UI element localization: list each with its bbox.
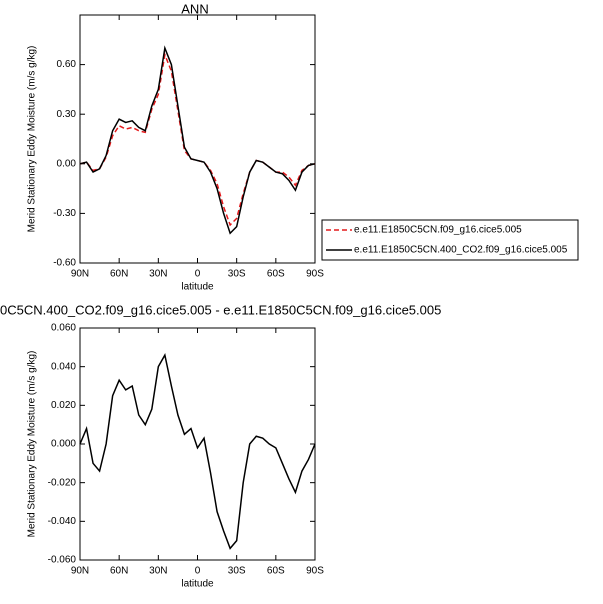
series-line (79, 352, 316, 550)
series-line (79, 51, 316, 227)
y-tick-label: -0.020 (48, 477, 77, 488)
x-tick-label: 60N (110, 566, 128, 577)
x-tick-label: 60S (267, 269, 285, 280)
y-tick-label: 0.020 (51, 400, 76, 411)
plot-frame (79, 327, 316, 561)
legend-label: e.e11.E1850C5CN.f09_g16.cice5.005 (354, 225, 522, 236)
x-tick-label: 0 (195, 566, 201, 577)
y-axis-label: Merid Stationary Eddy Moisture (m/s g/kg… (27, 351, 38, 538)
x-tick-label: 30S (228, 269, 246, 280)
legend-label: e.e11.E1850C5CN.400_CO2.f09_g16.cice5.00… (354, 245, 568, 256)
series-line (79, 45, 316, 235)
chart-title: ANN (181, 1, 208, 16)
x-tick-label: 90N (71, 269, 89, 280)
x-tick-label: 90S (306, 566, 324, 577)
x-tick-label: 60N (110, 269, 128, 280)
y-tick-label: 0.30 (57, 109, 77, 120)
plot-frame (79, 14, 316, 264)
x-tick-label: 60S (267, 566, 285, 577)
y-tick-label: 0.00 (57, 158, 77, 169)
y-axis-label: Merid Stationary Eddy Moisture (m/s g/kg… (27, 46, 38, 233)
x-tick-label: 30N (149, 269, 167, 280)
x-tick-label: 30S (228, 566, 246, 577)
y-tick-label: 0.040 (51, 361, 76, 372)
x-tick-label: 0 (195, 269, 201, 280)
x-tick-label: 30N (149, 566, 167, 577)
y-tick-label: 0.000 (51, 439, 76, 450)
x-tick-label: 90N (71, 566, 89, 577)
y-tick-label: -0.30 (53, 208, 76, 219)
y-tick-label: -0.040 (48, 516, 77, 527)
y-tick-label: 0.060 (51, 323, 76, 334)
y-tick-label: -0.060 (48, 555, 77, 566)
chart-title: 0C5CN.400_CO2.f09_g16.cice5.005 - e.e11.… (0, 302, 441, 317)
x-axis-label: latitude (181, 282, 214, 293)
x-axis-label: latitude (181, 579, 214, 590)
legend-frame (321, 219, 579, 261)
y-tick-label: 0.60 (57, 59, 77, 70)
x-tick-label: 90S (306, 269, 324, 280)
y-tick-label: -0.60 (53, 258, 76, 269)
